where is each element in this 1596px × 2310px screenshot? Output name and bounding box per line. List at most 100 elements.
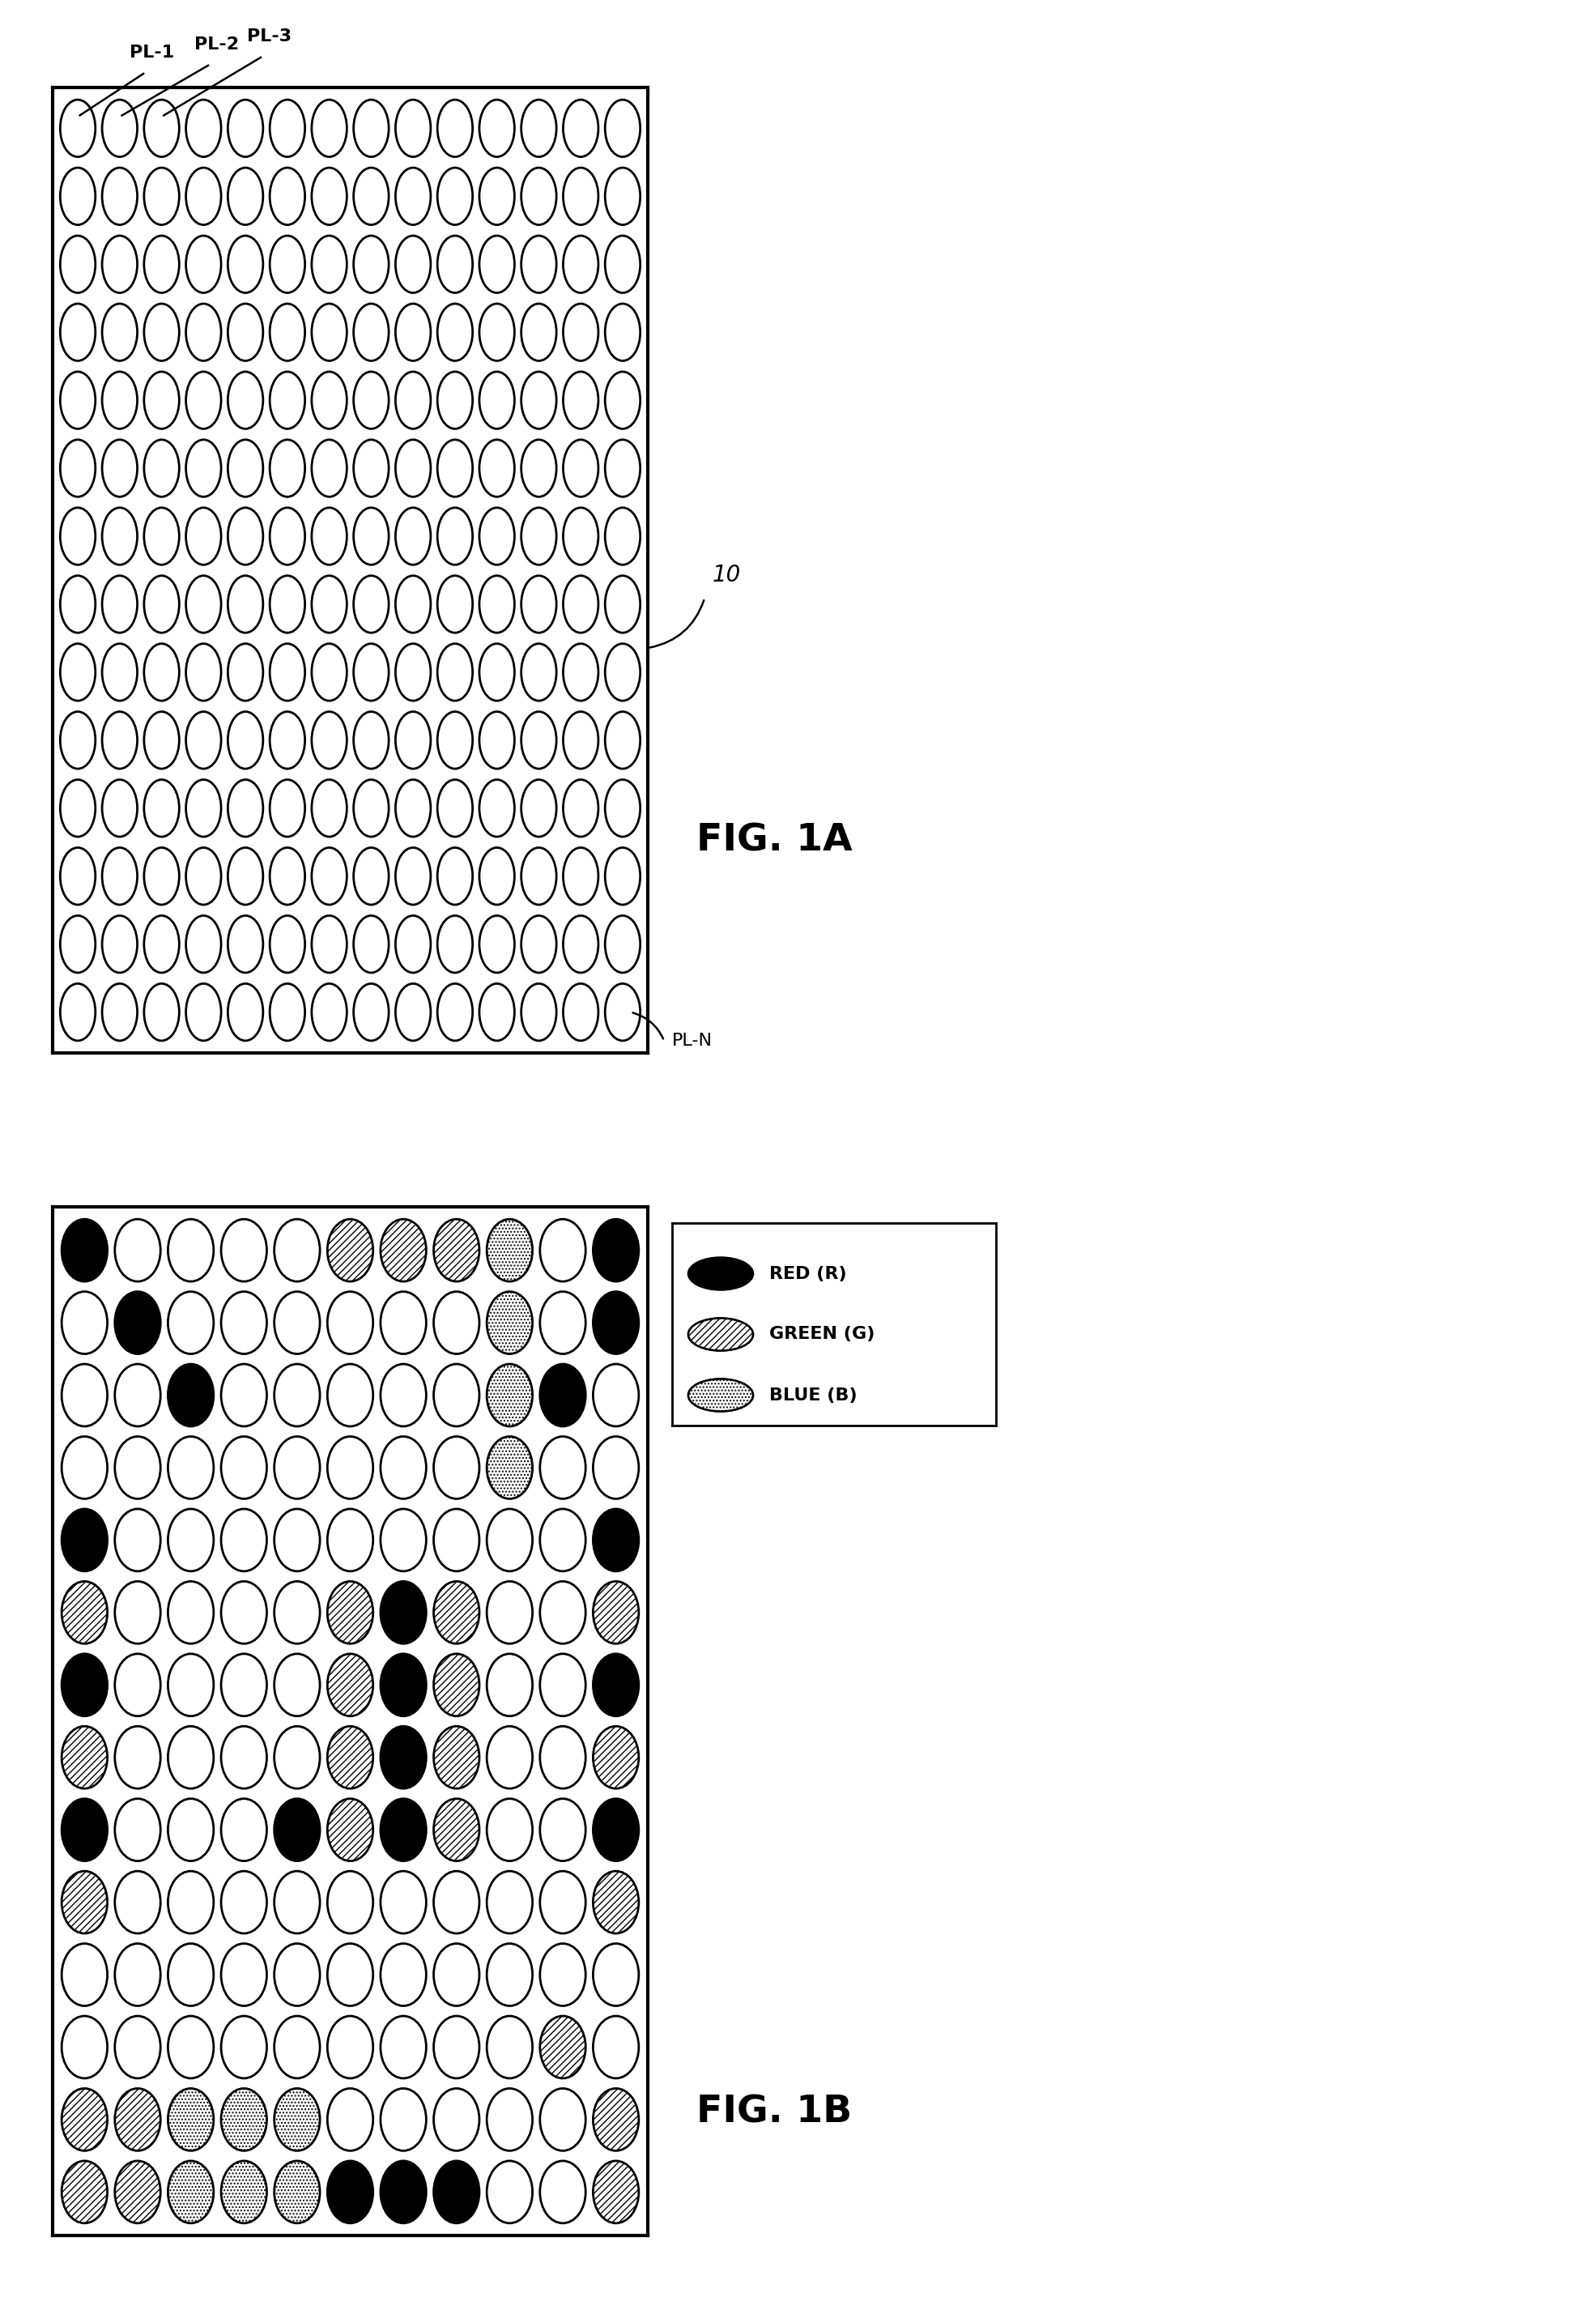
Ellipse shape <box>487 2088 533 2151</box>
Ellipse shape <box>396 236 431 293</box>
Ellipse shape <box>275 1654 319 1716</box>
Ellipse shape <box>144 236 179 293</box>
Ellipse shape <box>594 1508 638 1571</box>
Ellipse shape <box>327 2017 373 2079</box>
Ellipse shape <box>115 1582 161 1645</box>
Ellipse shape <box>539 1654 586 1716</box>
Ellipse shape <box>270 439 305 497</box>
Ellipse shape <box>437 303 472 360</box>
Ellipse shape <box>144 508 179 564</box>
Ellipse shape <box>228 778 263 836</box>
Ellipse shape <box>62 1220 107 1282</box>
Ellipse shape <box>522 508 557 564</box>
Ellipse shape <box>605 169 640 224</box>
Ellipse shape <box>563 236 598 293</box>
Ellipse shape <box>275 1220 319 1282</box>
Ellipse shape <box>396 644 431 700</box>
Ellipse shape <box>144 711 179 769</box>
Ellipse shape <box>605 711 640 769</box>
Ellipse shape <box>185 439 222 497</box>
Ellipse shape <box>311 915 346 973</box>
Ellipse shape <box>539 2017 586 2079</box>
Ellipse shape <box>479 575 514 633</box>
Ellipse shape <box>311 236 346 293</box>
Ellipse shape <box>62 1291 107 1354</box>
Ellipse shape <box>185 372 222 430</box>
Ellipse shape <box>62 1726 107 1788</box>
Ellipse shape <box>354 169 389 224</box>
Ellipse shape <box>487 1726 533 1788</box>
Ellipse shape <box>437 372 472 430</box>
Ellipse shape <box>522 303 557 360</box>
Text: BLUE (B): BLUE (B) <box>769 1386 857 1402</box>
Ellipse shape <box>594 2088 638 2151</box>
Ellipse shape <box>115 1943 161 2005</box>
Ellipse shape <box>487 1654 533 1716</box>
Ellipse shape <box>396 99 431 157</box>
Ellipse shape <box>228 984 263 1042</box>
Ellipse shape <box>605 644 640 700</box>
Ellipse shape <box>185 169 222 224</box>
Ellipse shape <box>563 644 598 700</box>
Ellipse shape <box>487 1437 533 1499</box>
Ellipse shape <box>275 1437 319 1499</box>
Ellipse shape <box>115 1363 161 1425</box>
Text: RED (R): RED (R) <box>769 1266 847 1282</box>
Ellipse shape <box>102 439 137 497</box>
Ellipse shape <box>168 2088 214 2151</box>
Ellipse shape <box>168 2017 214 2079</box>
Ellipse shape <box>311 575 346 633</box>
Ellipse shape <box>185 236 222 293</box>
Ellipse shape <box>479 303 514 360</box>
Ellipse shape <box>605 984 640 1042</box>
Ellipse shape <box>605 99 640 157</box>
Ellipse shape <box>222 1508 267 1571</box>
Ellipse shape <box>62 2160 107 2222</box>
Ellipse shape <box>539 1220 586 1282</box>
Ellipse shape <box>487 1220 533 1282</box>
Ellipse shape <box>311 169 346 224</box>
Ellipse shape <box>434 1871 479 1933</box>
Ellipse shape <box>61 984 96 1042</box>
Ellipse shape <box>61 644 96 700</box>
Ellipse shape <box>327 1437 373 1499</box>
Ellipse shape <box>396 915 431 973</box>
Ellipse shape <box>222 1220 267 1282</box>
Ellipse shape <box>563 575 598 633</box>
Ellipse shape <box>168 1220 214 1282</box>
Ellipse shape <box>479 644 514 700</box>
Ellipse shape <box>539 1943 586 2005</box>
Ellipse shape <box>228 644 263 700</box>
Ellipse shape <box>354 303 389 360</box>
Ellipse shape <box>168 1726 214 1788</box>
Ellipse shape <box>354 711 389 769</box>
Ellipse shape <box>228 99 263 157</box>
Ellipse shape <box>380 2088 426 2151</box>
Ellipse shape <box>62 2017 107 2079</box>
Ellipse shape <box>61 236 96 293</box>
Ellipse shape <box>62 1363 107 1425</box>
Ellipse shape <box>62 1943 107 2005</box>
Ellipse shape <box>222 1363 267 1425</box>
Ellipse shape <box>479 711 514 769</box>
Ellipse shape <box>275 1291 319 1354</box>
Ellipse shape <box>605 508 640 564</box>
Ellipse shape <box>522 915 557 973</box>
Ellipse shape <box>185 644 222 700</box>
Ellipse shape <box>144 439 179 497</box>
Ellipse shape <box>228 575 263 633</box>
Ellipse shape <box>434 1508 479 1571</box>
Ellipse shape <box>380 1726 426 1788</box>
Ellipse shape <box>354 508 389 564</box>
Ellipse shape <box>185 575 222 633</box>
Ellipse shape <box>228 848 263 906</box>
Ellipse shape <box>479 236 514 293</box>
Ellipse shape <box>434 1799 479 1862</box>
Ellipse shape <box>437 711 472 769</box>
Ellipse shape <box>380 2160 426 2222</box>
Ellipse shape <box>311 848 346 906</box>
Ellipse shape <box>396 778 431 836</box>
Ellipse shape <box>539 1508 586 1571</box>
Ellipse shape <box>563 778 598 836</box>
Ellipse shape <box>594 1582 638 1645</box>
